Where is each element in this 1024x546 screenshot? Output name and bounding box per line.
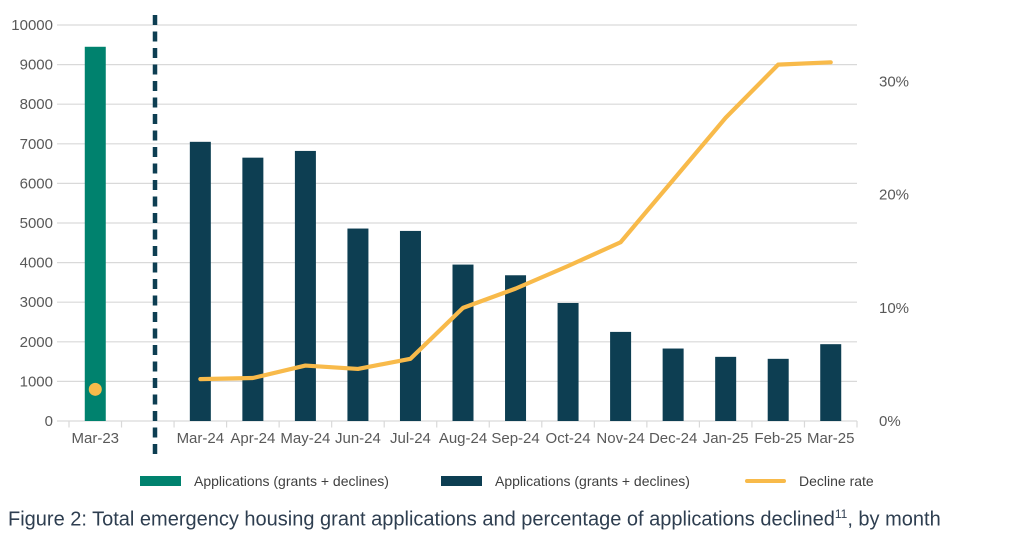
bar (347, 228, 369, 421)
caption-footnote-marker: 11 (834, 507, 848, 521)
chart-legend: Applications (grants + declines) Applica… (0, 470, 1024, 496)
x-axis-label: Mar-24 (177, 430, 225, 447)
x-axis-label: Aug-24 (439, 430, 487, 447)
left-axis-label: 7000 (20, 136, 53, 153)
left-axis-label: 0 (45, 413, 53, 430)
left-axis-label: 4000 (20, 255, 53, 272)
legend-swatch-line-icon (745, 478, 786, 484)
legend-label: Applications (grants + declines) (194, 473, 389, 489)
bar (662, 348, 684, 421)
x-axis-label: Jul-24 (390, 430, 431, 447)
bar (399, 230, 421, 421)
bar (294, 150, 316, 422)
legend-item-applications-monthly: Applications (grants + declines) (441, 470, 690, 492)
left-axis-label: 8000 (20, 96, 53, 113)
x-axis-label: Nov-24 (596, 430, 644, 447)
caption-text-suffix: , by month (847, 508, 941, 531)
legend-item-decline-rate: Decline rate (745, 470, 874, 492)
bar (452, 264, 474, 421)
bar (767, 358, 789, 421)
bar (820, 344, 842, 421)
legend-item-applications-baseline: Applications (grants + declines) (140, 470, 389, 492)
x-axis-label: Apr-24 (230, 430, 275, 447)
left-axis-label: 2000 (20, 334, 53, 351)
x-axis-label: Feb-25 (754, 430, 802, 447)
left-axis-label: 9000 (20, 57, 53, 74)
x-axis-label: Jan-25 (703, 430, 749, 447)
left-axis-label: 6000 (20, 175, 53, 192)
right-axis-label: 10% (879, 300, 909, 317)
x-axis-label: Oct-24 (546, 430, 591, 447)
x-axis-label: Sep-24 (491, 430, 539, 447)
left-axis-label: 5000 (20, 215, 53, 232)
bar (189, 141, 211, 421)
legend-label: Applications (grants + declines) (495, 473, 690, 489)
x-axis-label: Dec-24 (649, 430, 697, 447)
caption-text: Figure 2: Total emergency housing grant … (8, 508, 835, 531)
bar (242, 157, 264, 421)
bar (84, 46, 106, 421)
decline-rate-line (198, 60, 833, 382)
x-axis-label: Jun-24 (335, 430, 381, 447)
left-axis-label: 1000 (20, 373, 53, 390)
bar (610, 331, 632, 421)
x-axis-label: Mar-25 (807, 430, 855, 447)
bar (505, 275, 527, 421)
legend-swatch-navy-icon (441, 476, 482, 486)
legend-label: Decline rate (799, 473, 874, 489)
bar (557, 302, 579, 421)
right-axis-label: 30% (879, 74, 909, 91)
x-axis-label: Mar-23 (72, 430, 120, 447)
bar (715, 356, 737, 421)
figure-caption: Figure 2: Total emergency housing grant … (8, 507, 1018, 532)
chart-plot: 0 1000 2000 3000 4000 5000 6000 7000 8000 9000 100… (11, 15, 909, 458)
right-axis-label: 20% (879, 187, 909, 204)
legend-swatch-teal-icon (140, 476, 181, 486)
right-axis-label: 0% (879, 413, 901, 430)
x-axis-label: May-24 (280, 430, 330, 447)
decline-rate-marker (88, 382, 102, 396)
left-axis-label: 3000 (20, 294, 53, 311)
left-axis-label: 10000 (11, 17, 53, 34)
